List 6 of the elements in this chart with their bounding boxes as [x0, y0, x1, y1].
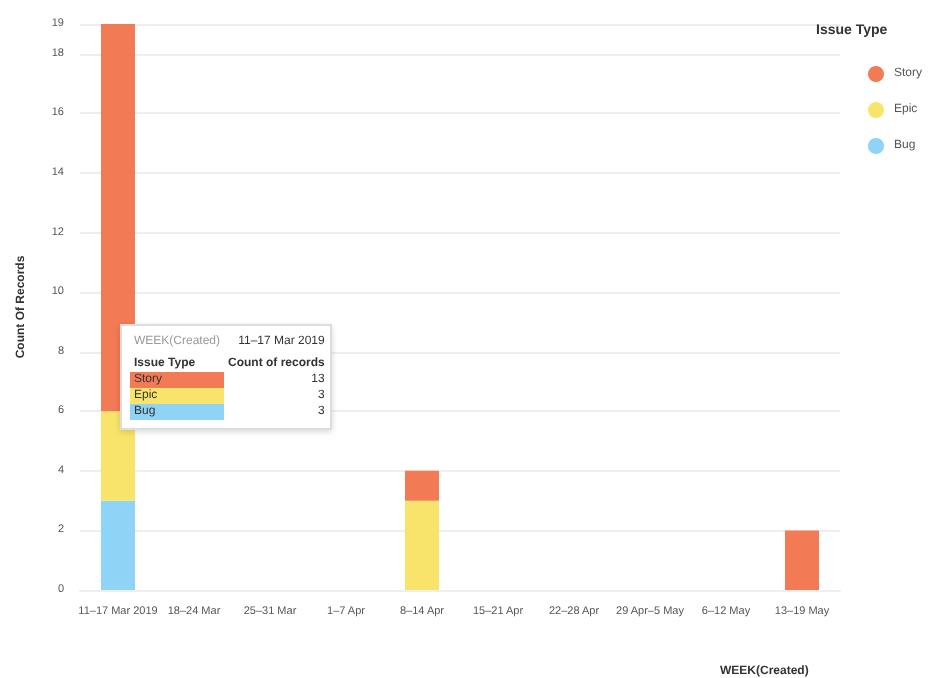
bar [101, 500, 135, 590]
bar [405, 500, 439, 590]
bar [785, 530, 819, 590]
bar [101, 24, 135, 412]
bar [101, 411, 135, 501]
bar [405, 470, 439, 501]
